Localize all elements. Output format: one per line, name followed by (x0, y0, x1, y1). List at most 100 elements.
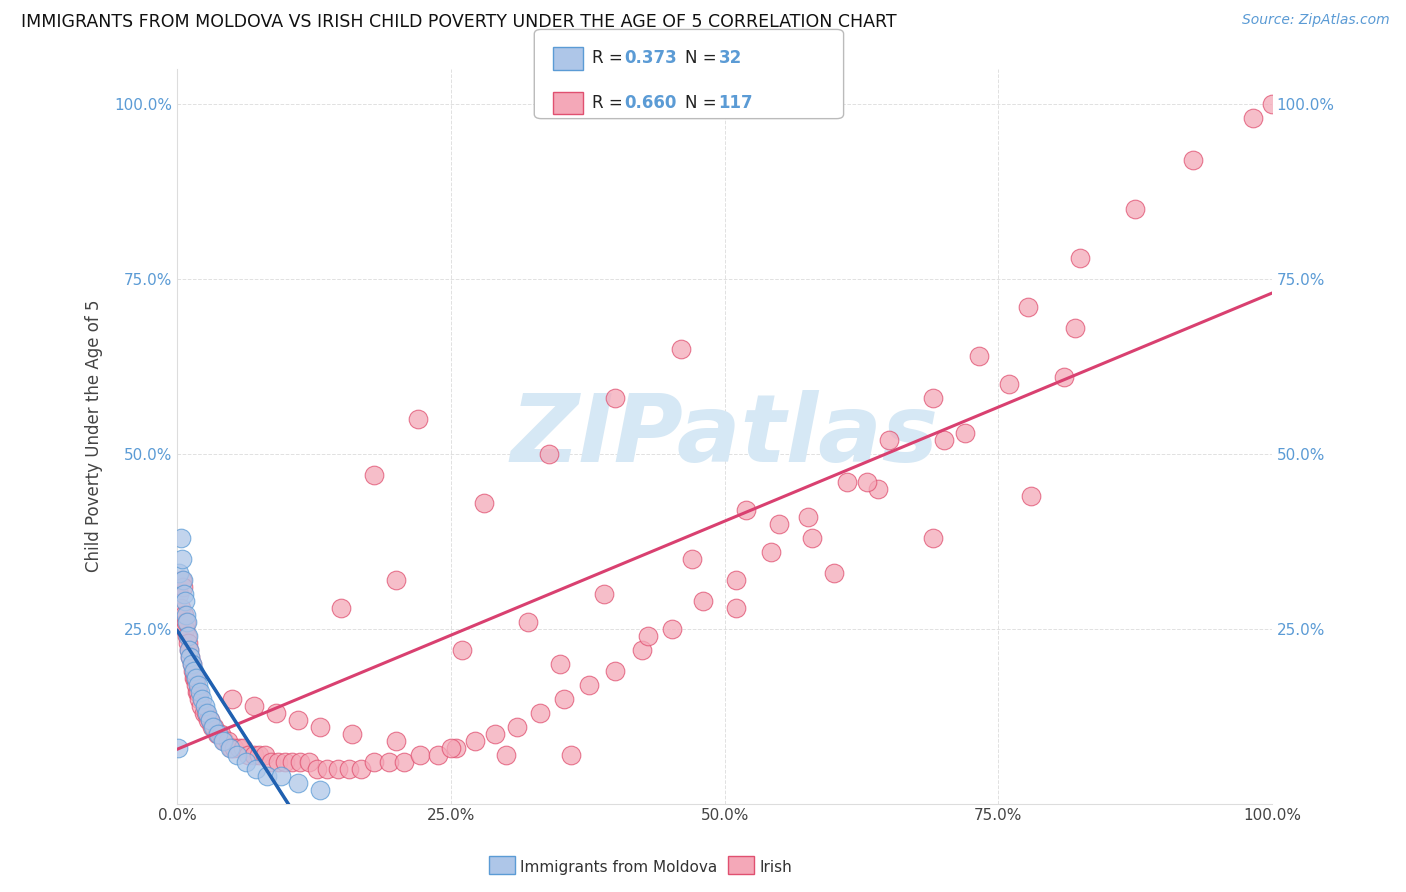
Point (201, 720, 224, 734)
Point (724, 573, 747, 587)
Point (179, 642, 201, 657)
Point (484, 726, 506, 740)
Point (186, 684, 208, 698)
Point (342, 726, 364, 740)
Point (172, 573, 194, 587)
Point (631, 642, 654, 657)
Point (328, 762, 350, 776)
Point (172, 580, 194, 594)
Point (253, 747, 276, 762)
Point (179, 649, 201, 664)
Text: N =: N = (685, 49, 721, 68)
Point (288, 755, 311, 769)
Point (529, 706, 551, 720)
Point (955, 425, 977, 440)
Point (464, 733, 486, 747)
Point (193, 706, 215, 720)
Point (516, 615, 538, 629)
Text: 0.373: 0.373 (624, 49, 678, 68)
Point (1019, 489, 1042, 503)
Point (208, 726, 231, 740)
Point (177, 629, 200, 643)
Point (197, 713, 219, 727)
Point (187, 677, 209, 691)
Point (409, 747, 432, 762)
Point (170, 573, 193, 587)
Point (173, 586, 195, 600)
Point (256, 769, 278, 783)
Point (195, 706, 218, 720)
Point (921, 391, 943, 405)
Point (238, 747, 260, 762)
Point (1053, 369, 1076, 384)
Point (235, 755, 257, 769)
Point (267, 755, 290, 769)
Point (337, 762, 360, 776)
Point (316, 762, 339, 776)
Point (735, 502, 758, 516)
Point (226, 747, 249, 762)
Point (553, 691, 575, 706)
Point (1069, 251, 1091, 265)
Point (209, 726, 232, 740)
Point (495, 747, 517, 762)
Point (183, 671, 205, 685)
Point (385, 733, 408, 747)
Point (198, 713, 221, 727)
Point (245, 762, 267, 776)
Point (538, 446, 561, 460)
Point (308, 782, 330, 797)
Point (1123, 202, 1146, 216)
Point (270, 769, 292, 783)
Point (174, 607, 197, 622)
Point (681, 551, 703, 566)
Point (440, 740, 463, 755)
Point (550, 657, 572, 671)
Point (578, 677, 600, 691)
Point (243, 698, 266, 713)
Point (173, 607, 195, 622)
Point (921, 531, 943, 545)
Point (451, 642, 474, 657)
Point (228, 740, 250, 755)
Point (194, 698, 217, 713)
Point (866, 482, 889, 496)
Point (724, 600, 747, 615)
Point (232, 740, 254, 755)
Point (174, 593, 197, 607)
Point (170, 551, 193, 566)
Point (877, 433, 900, 447)
Point (406, 411, 429, 425)
Point (446, 740, 468, 755)
Point (243, 747, 266, 762)
Point (392, 755, 415, 769)
Point (179, 649, 201, 664)
Point (180, 657, 202, 671)
Point (188, 691, 211, 706)
Text: N =: N = (685, 94, 721, 112)
Point (1261, 96, 1284, 111)
Text: 32: 32 (718, 49, 742, 68)
Point (1063, 320, 1085, 334)
Point (472, 495, 495, 509)
Text: R =: R = (592, 94, 628, 112)
Point (330, 600, 353, 615)
Text: IMMIGRANTS FROM MOLDOVA VS IRISH CHILD POVERTY UNDER THE AGE OF 5 CORRELATION CH: IMMIGRANTS FROM MOLDOVA VS IRISH CHILD P… (21, 13, 897, 31)
Point (169, 586, 191, 600)
Point (363, 755, 385, 769)
Y-axis label: Child Poverty Under the Age of 5: Child Poverty Under the Age of 5 (86, 300, 103, 573)
Point (385, 573, 408, 587)
Point (180, 657, 202, 671)
Point (932, 433, 955, 447)
Point (801, 531, 824, 545)
Point (759, 544, 782, 558)
Point (661, 622, 683, 636)
Point (176, 629, 198, 643)
Point (350, 762, 373, 776)
Point (281, 755, 304, 769)
Point (797, 509, 820, 524)
Point (169, 566, 191, 580)
Point (505, 720, 527, 734)
Point (247, 747, 270, 762)
Point (273, 755, 295, 769)
